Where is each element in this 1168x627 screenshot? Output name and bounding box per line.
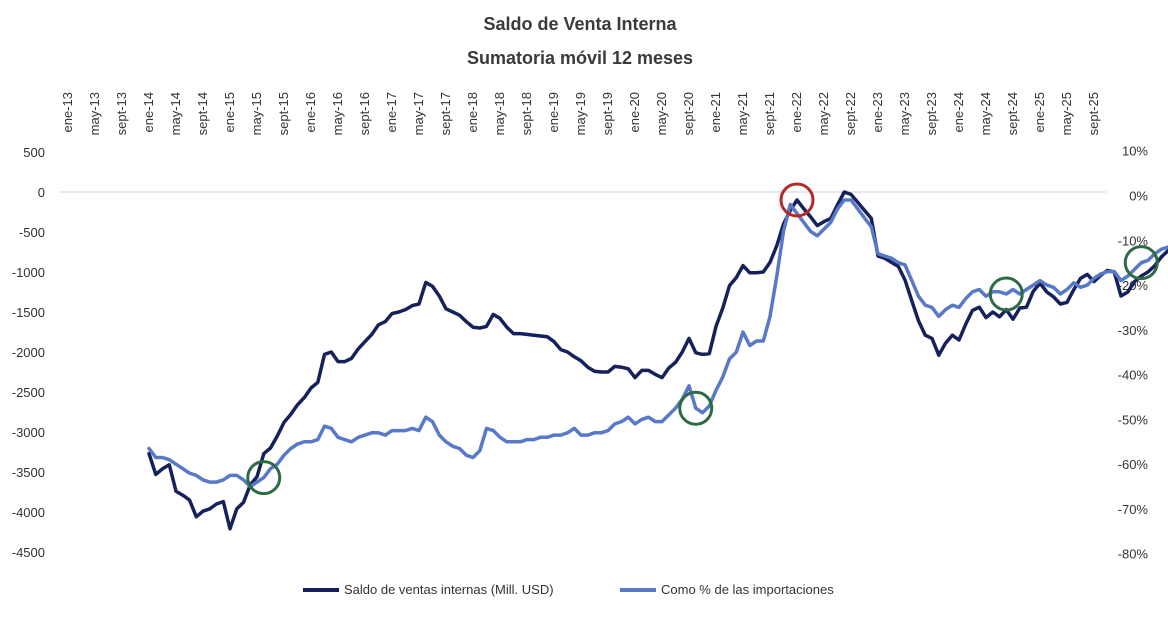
legend-label-porcentaje: Como % de las importaciones <box>661 582 834 597</box>
x-tick-label: sept-21 <box>762 92 777 135</box>
left-tick-label: -2000 <box>12 345 45 360</box>
series-line-porcentaje <box>147 198 1168 489</box>
x-tick-label: sept-24 <box>1005 92 1020 135</box>
right-tick-label: 10% <box>1122 144 1148 159</box>
x-tick-label: may-17 <box>411 92 426 135</box>
x-tick-label: may-18 <box>492 92 507 135</box>
x-tick-label: ene-17 <box>384 92 399 132</box>
chart-title: Saldo de Venta Interna <box>483 14 677 34</box>
x-axis-tick-labels: ene-13 may-13 sept-13 ene-14 may-14 sept-14 en… <box>60 92 1101 135</box>
x-tick-label: sept-17 <box>438 92 453 135</box>
x-tick-label: sept-15 <box>276 92 291 135</box>
x-tick-label: ene-20 <box>627 92 642 132</box>
left-tick-label: -1000 <box>12 265 45 280</box>
x-tick-label: may-22 <box>816 92 831 135</box>
x-tick-label: may-24 <box>978 92 993 135</box>
left-tick-label: -4500 <box>12 545 45 560</box>
green-circle-annotation <box>988 276 1024 312</box>
green-circle-annotation <box>678 390 714 426</box>
x-tick-label: ene-16 <box>303 92 318 132</box>
x-tick-label: ene-23 <box>870 92 885 132</box>
green-circle-annotation <box>246 460 282 496</box>
left-tick-label: -500 <box>19 225 45 240</box>
annotations <box>246 182 1159 496</box>
x-tick-label: may-16 <box>330 92 345 135</box>
legend-label-saldo: Saldo de ventas internas (Mill. USD) <box>344 582 554 597</box>
x-tick-label: may-25 <box>1059 92 1074 135</box>
x-tick-label: ene-21 <box>708 92 723 132</box>
right-tick-label: -40% <box>1118 368 1149 383</box>
x-tick-label: sept-18 <box>519 92 534 135</box>
x-tick-label: ene-22 <box>789 92 804 132</box>
chart-subtitle: Sumatoria móvil 12 meses <box>467 48 693 68</box>
x-tick-label: ene-14 <box>141 92 156 132</box>
x-tick-label: ene-18 <box>465 92 480 132</box>
x-tick-label: ene-25 <box>1032 92 1047 132</box>
x-tick-label: may-19 <box>573 92 588 135</box>
left-tick-label: 0 <box>38 185 45 200</box>
x-tick-label: sept-20 <box>681 92 696 135</box>
x-tick-label: sept-23 <box>924 92 939 135</box>
red-circle-annotation <box>779 182 815 218</box>
left-tick-label: -4000 <box>12 505 45 520</box>
x-tick-label: sept-19 <box>600 92 615 135</box>
right-tick-label: 0% <box>1129 189 1148 204</box>
right-tick-label: -50% <box>1118 412 1149 427</box>
left-tick-label: -3500 <box>12 465 45 480</box>
right-tick-label: -80% <box>1118 547 1149 562</box>
x-tick-label: may-15 <box>249 92 264 135</box>
green-circle-annotation <box>1123 245 1159 281</box>
left-tick-label: -3000 <box>12 425 45 440</box>
x-tick-label: may-21 <box>735 92 750 135</box>
x-tick-label: may-20 <box>654 92 669 135</box>
left-axis-tick-labels: 500 0 -500 -1000 -1500 -2000 -2500 -3000 -3500 -4… <box>12 145 45 560</box>
x-tick-label: sept-16 <box>357 92 372 135</box>
right-tick-label: -70% <box>1118 502 1149 517</box>
right-tick-label: -30% <box>1118 323 1149 338</box>
x-tick-label: may-14 <box>168 92 183 135</box>
series-line-saldo <box>147 190 1168 531</box>
x-tick-label: may-23 <box>897 92 912 135</box>
x-tick-label: sept-13 <box>114 92 129 135</box>
legend: Saldo de ventas internas (Mill. USD) Com… <box>303 582 834 597</box>
x-tick-label: may-13 <box>87 92 102 135</box>
x-tick-label: sept-14 <box>195 92 210 135</box>
left-tick-label: -2500 <box>12 385 45 400</box>
right-axis-tick-labels: 10%0%-10%-20%-30%-40%-50%-60%-70%-80% <box>1118 144 1149 562</box>
x-tick-label: sept-25 <box>1086 92 1101 135</box>
series-lines <box>147 190 1168 531</box>
x-tick-label: ene-24 <box>951 92 966 132</box>
left-tick-label: 500 <box>23 145 45 160</box>
x-tick-label: ene-19 <box>546 92 561 132</box>
x-tick-label: sept-22 <box>843 92 858 135</box>
right-tick-label: -60% <box>1118 457 1149 472</box>
x-tick-label: ene-15 <box>222 92 237 132</box>
x-tick-label: ene-13 <box>60 92 75 132</box>
left-tick-label: -1500 <box>12 305 45 320</box>
right-tick-label: -10% <box>1118 233 1149 248</box>
